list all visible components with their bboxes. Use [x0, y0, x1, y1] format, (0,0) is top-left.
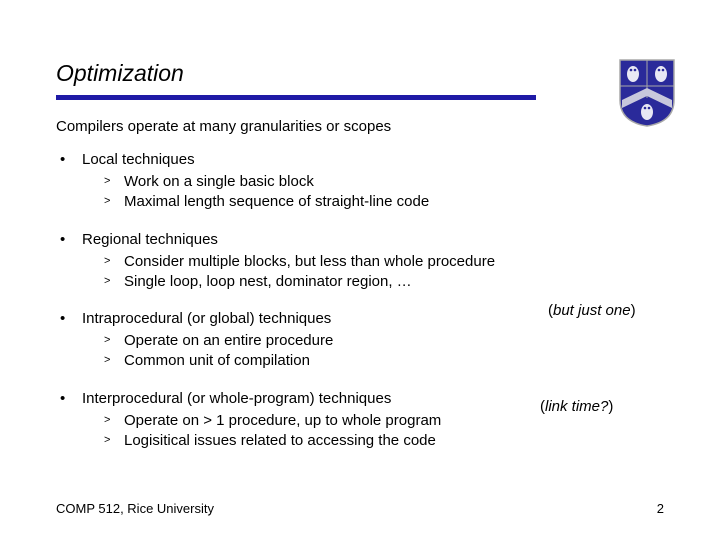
- title-rule: [56, 95, 536, 100]
- slide: Optimization Compilers operate at many g…: [0, 0, 720, 540]
- aside-italic: but just one: [553, 302, 631, 319]
- sub-list: Consider multiple blocks, but less than …: [104, 252, 664, 293]
- aside-post: ): [631, 302, 636, 319]
- aside-note-1: (but just one): [548, 302, 636, 319]
- sub-item: Common unit of compilation: [104, 351, 664, 371]
- intro-text: Compilers operate at many granularities …: [56, 118, 664, 135]
- bullet-head: Local techniques: [82, 151, 195, 168]
- crest: [618, 58, 676, 128]
- bullet-item: Local techniques Work on a single basic …: [56, 151, 664, 213]
- sub-item: Single loop, loop nest, dominator region…: [104, 272, 664, 292]
- footer-left: COMP 512, Rice University: [56, 501, 214, 516]
- sub-item: Work on a single basic block: [104, 172, 664, 192]
- sub-list: Operate on an entire procedure Common un…: [104, 331, 664, 372]
- sub-list: Operate on > 1 procedure, up to whole pr…: [104, 411, 664, 452]
- bullet-head: Intraprocedural (or global) techniques: [82, 310, 331, 327]
- bullet-head: Regional techniques: [82, 231, 218, 248]
- sub-list: Work on a single basic block Maximal len…: [104, 172, 664, 213]
- aside-italic: link time?: [545, 398, 608, 415]
- aside-post: ): [608, 398, 613, 415]
- owl-bottom: [641, 104, 653, 120]
- sub-item: Operate on an entire procedure: [104, 331, 664, 351]
- bullet-item: Regional techniques Consider multiple bl…: [56, 231, 664, 293]
- slide-title: Optimization: [56, 60, 664, 87]
- aside-note-2: (link time?): [540, 398, 613, 415]
- bullet-item: Intraprocedural (or global) techniques O…: [56, 310, 664, 372]
- owl-top-right: [655, 66, 667, 82]
- sub-item: Consider multiple blocks, but less than …: [104, 252, 664, 272]
- page-number: 2: [657, 501, 664, 516]
- owl-top-left: [627, 66, 639, 82]
- sub-item: Maximal length sequence of straight-line…: [104, 192, 664, 212]
- sub-item: Logisitical issues related to accessing …: [104, 431, 664, 451]
- bullet-head: Interprocedural (or whole-program) techn…: [82, 390, 391, 407]
